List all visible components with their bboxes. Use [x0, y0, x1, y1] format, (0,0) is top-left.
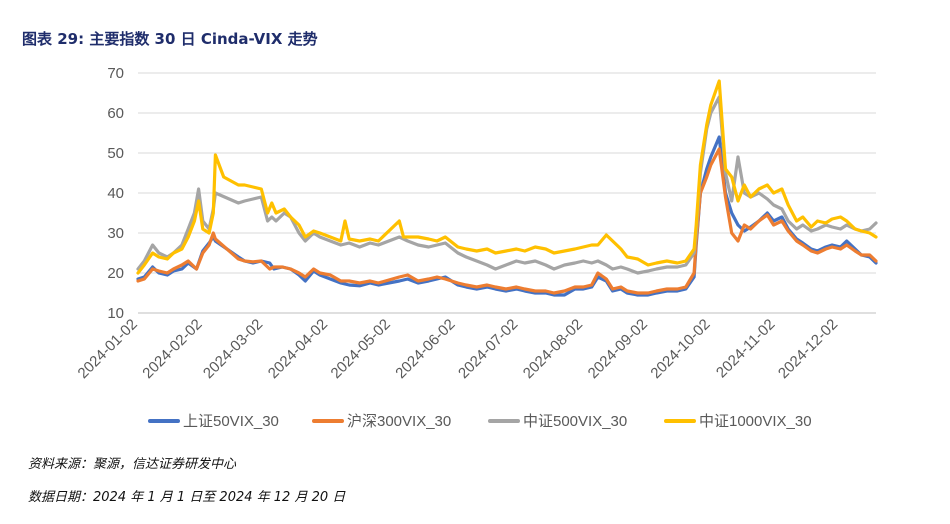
y-tick-label: 70 [107, 65, 124, 82]
x-tick-label: 2024-08-02 [520, 316, 586, 382]
series-line-zz1000 [136, 79, 878, 275]
y-tick-label: 10 [107, 305, 124, 322]
x-tick-label: 2024-09-02 [585, 316, 651, 382]
x-tick-label: 2024-11-02 [713, 316, 778, 381]
x-tick-label: 2024-03-02 [200, 316, 266, 382]
y-tick-label: 60 [107, 105, 124, 122]
y-tick-label: 40 [107, 185, 124, 202]
legend: 上证50VIX_30 沪深300VIX_30 中证500VIX_30 中证1000VI… [148, 413, 812, 430]
legend-label-hs300: 沪深300VIX_30 [347, 413, 451, 430]
series-lines [136, 79, 878, 297]
x-axis-tick-labels: 2024-01-022024-02-022024-03-022024-04-02… [75, 316, 842, 382]
x-tick-label: 2024-07-02 [455, 316, 521, 382]
x-tick-label: 2024-02-02 [139, 316, 205, 382]
y-axis-tick-labels: 10 20 30 40 50 60 70 [107, 65, 124, 322]
series-line-hs300 [136, 147, 878, 295]
gridlines [138, 72, 876, 274]
source-note: 资料来源：聚源，信达证券研发中心 [28, 457, 237, 472]
legend-label-zz1000: 中证1000VIX_30 [699, 413, 812, 430]
x-tick-label: 2024-12-02 [775, 316, 841, 382]
x-tick-label: 2024-06-02 [392, 316, 458, 382]
figure-title: 图表 29: 主要指数 30 日 Cinda-VIX 走势 [22, 30, 318, 48]
legend-label-sz50: 上证50VIX_30 [183, 413, 279, 430]
x-tick-label: 2024-04-02 [265, 316, 331, 382]
y-tick-label: 30 [107, 225, 124, 242]
x-tick-label: 2024-05-02 [328, 316, 394, 382]
legend-label-zz500: 中证500VIX_30 [523, 413, 627, 430]
x-tick-label: 2024-01-02 [75, 316, 141, 382]
y-tick-label: 50 [107, 145, 124, 162]
date-range-note: 数据日期：2024 年 1 月 1 日至 2024 年 12 月 20 日 [28, 490, 346, 505]
x-tick-label: 2024-10-02 [647, 316, 713, 382]
y-tick-label: 20 [107, 265, 124, 282]
series-line-zz500 [136, 95, 878, 275]
